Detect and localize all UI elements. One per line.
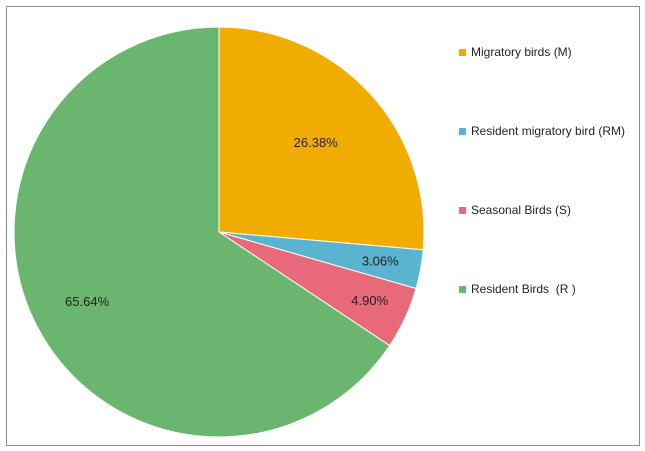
data-label-seasonal-birds: 4.90% <box>351 293 388 308</box>
legend-swatch <box>459 127 466 135</box>
legend-item-resident-migratory-bird: Resident migratory bird (RM) <box>459 124 625 138</box>
legend-label: Migratory birds (M) <box>471 45 572 59</box>
legend-swatch <box>459 285 466 293</box>
pie-slice-migratory-birds <box>218 26 425 251</box>
legend-label: Resident migratory bird (RM) <box>471 124 626 138</box>
legend-item-migratory-birds: Migratory birds (M) <box>459 45 572 59</box>
legend-swatch <box>459 206 466 214</box>
pie-slice-resident-birds <box>13 26 391 438</box>
pie-labels: 26.38% 3.06% 4.90% 65.64% <box>65 135 399 309</box>
legend-swatch <box>459 48 466 56</box>
legend-item-resident-birds: Resident Birds (R ) <box>459 282 576 296</box>
legend-item-seasonal-birds: Seasonal Birds (S) <box>459 203 571 217</box>
legend-label: Seasonal Birds (S) <box>471 203 572 217</box>
legend-label: Resident Birds (R ) <box>471 282 576 296</box>
chart-frame: 26.38% 3.06% 4.90% 65.64% Migratory birds (… <box>6 6 640 446</box>
pie-chart: 26.38% 3.06% 4.90% 65.64% <box>13 26 425 438</box>
data-label-resident-birds: 65.64% <box>65 294 110 309</box>
data-label-migratory-birds: 26.38% <box>294 135 339 150</box>
pie-slices <box>13 26 425 438</box>
data-label-resident-migratory-bird: 3.06% <box>362 253 399 268</box>
